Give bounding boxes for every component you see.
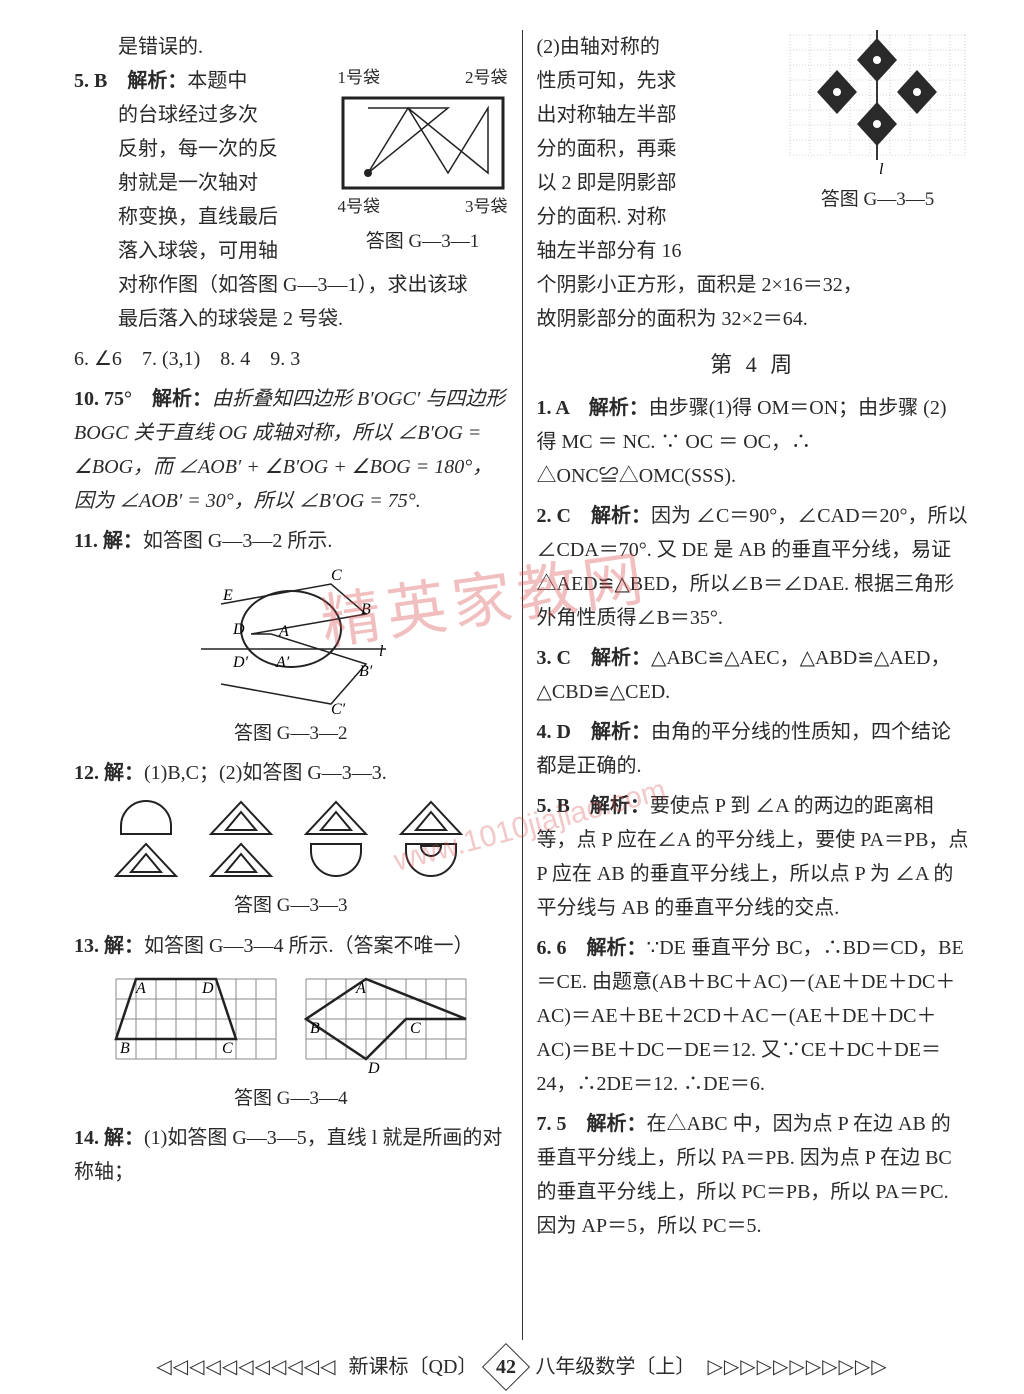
q6-9-row: 6. ∠6 7. (3,1) 8. 4 9. 3 (74, 342, 508, 376)
svg-text:C: C (410, 1020, 421, 1037)
footer-label-left: 新课标〔QD〕 (349, 1350, 478, 1384)
svg-text:B: B (361, 601, 371, 618)
svg-text:B′: B′ (359, 663, 373, 680)
fig-g-3-4: A D B C A B C D (74, 969, 508, 1115)
q11-text: 如答图 G—3—2 所示. (143, 530, 332, 552)
fig-g-3-5: l 答图 G—3—5 (785, 30, 970, 216)
q12-text: (1)B,C；(2)如答图 G—3—3. (144, 762, 387, 784)
ri-af0: 个阴影小正方形，面积是 2×16＝32， (537, 268, 971, 302)
q5-lead: 5. B 解析： (74, 70, 187, 92)
svg-text:A: A (135, 980, 146, 997)
q12: 12. 解：(1)B,C；(2)如答图 G—3—3. (74, 756, 508, 922)
r-q4-lead: 4. D 解析： (537, 721, 651, 743)
svg-text:B: B (120, 1040, 130, 1057)
q11-lead: 11. 解： (74, 530, 143, 552)
page-number: 42 (496, 1350, 516, 1384)
billiard-svg (338, 93, 508, 193)
r-q6-text: ∵DE 垂直平分 BC，∴BD＝CD，BE＝CE. 由题意(AB＋BC＋AC)－… (537, 937, 964, 1095)
r-q7-lead: 7. 5 解析： (537, 1113, 647, 1135)
q12-lead: 12. 解： (74, 762, 144, 784)
r-q3-lead: 3. C 解析： (537, 647, 651, 669)
q5-af0: 对称作图（如答图 G—3—1），求出该球 (74, 268, 508, 302)
q13-text: 如答图 G—3—4 所示.（答案不唯一） (144, 935, 473, 957)
svg-text:C: C (222, 1040, 233, 1057)
label-br: 3号袋 (465, 193, 508, 222)
q13: 13. 解：如答图 G—3—4 所示.（答案不唯一） A D B C (74, 929, 508, 1115)
svg-text:E: E (222, 587, 233, 604)
label-bl: 4号袋 (338, 193, 381, 222)
svg-text:B: B (310, 1020, 320, 1037)
q10-lead: 10. 75° 解析： (74, 388, 212, 410)
fig-g-3-2: E C B D A l D′ A′ B′ C′ 答图 G—3—2 (74, 564, 508, 750)
ri-l6: 轴左半部分有 16 (537, 234, 971, 268)
fig-g-3-3: 答图 G—3—3 (74, 796, 508, 922)
svg-text:A: A (278, 623, 289, 640)
q5: 1号袋 2号袋 4号袋 3号袋 答图 G—3—1 5. B 解析：本题中 的台球… (74, 64, 508, 336)
q7: 7. (3,1) (142, 342, 200, 376)
q13-lead: 13. 解： (74, 935, 144, 957)
label-tr: 2号袋 (465, 64, 508, 93)
left-column: 是错误的. 1号袋 2号袋 4号袋 3号袋 答图 G—3—1 (60, 30, 523, 1340)
r-q2-lead: 2. C 解析： (537, 505, 651, 527)
r-q1: 1. A 解析：由步骤(1)得 OM＝ON；由步骤 (2) 得 MC ＝ NC.… (537, 391, 971, 493)
caption-g-3-3: 答图 G—3—3 (234, 890, 347, 922)
q10: 10. 75° 解析：由折叠知四边形 B′OGC′ 与四边形 BOGC 关于直线… (74, 382, 508, 518)
footer-label-right: 八年级数学〔上〕 (535, 1350, 695, 1384)
q5-l0: 本题中 (187, 70, 247, 92)
page-number-box: 42 (482, 1343, 530, 1391)
caption-g-3-2: 答图 G—3—2 (234, 718, 347, 750)
caption-g-3-1: 答图 G—3—1 (338, 226, 508, 258)
section-title: 第 4 周 (537, 346, 971, 383)
fig-g-3-1: 1号袋 2号袋 4号袋 3号袋 答图 G—3—1 (338, 64, 508, 258)
r-q6-lead: 6. 6 解析： (537, 937, 647, 959)
r-q1-lead: 1. A 解析： (537, 397, 649, 419)
q14: 14. 解：(1)如答图 G—3—5，直线 l 就是所画的对称轴； (74, 1121, 508, 1189)
q6: 6. ∠6 (74, 342, 122, 376)
svg-text:D′: D′ (232, 654, 249, 671)
svg-text:A: A (355, 980, 366, 997)
footer-left-arrows: ◁◁◁◁◁◁◁◁◁◁◁ (156, 1350, 336, 1384)
r-q2: 2. C 解析：因为 ∠C＝90°，∠CAD＝20°，所以 ∠CDA＝70°. … (537, 499, 971, 635)
svg-text:D: D (201, 980, 214, 997)
svg-text:A′: A′ (275, 654, 290, 671)
q8: 8. 4 (220, 342, 250, 376)
svg-text:D: D (367, 1060, 380, 1077)
footer-right-arrows: ▷▷▷▷▷▷▷▷▷▷▷ (707, 1350, 887, 1384)
caption-g-3-4: 答图 G—3—4 (234, 1083, 347, 1115)
svg-text:l: l (879, 161, 884, 178)
label-tl: 1号袋 (338, 64, 381, 93)
caption-g-3-5: 答图 G—3—5 (785, 184, 970, 216)
right-column: l 答图 G—3—5 (2)由轴对称的 性质可知，先求 出对称轴左半部 分的面积… (523, 30, 985, 1340)
r-intro: l 答图 G—3—5 (2)由轴对称的 性质可知，先求 出对称轴左半部 分的面积… (537, 30, 971, 336)
svg-text:C′: C′ (331, 701, 346, 714)
r-q5-lead: 5. B 解析： (537, 795, 650, 817)
page-footer: ◁◁◁◁◁◁◁◁◁◁◁ 新课标〔QD〕 42 八年级数学〔上〕 ▷▷▷▷▷▷▷▷… (60, 1350, 984, 1384)
q5-af1: 最后落入的球袋是 2 号袋. (74, 302, 508, 336)
q11: 11. 解：如答图 G—3—2 所示. E C B D A l D′ A′ B′… (74, 524, 508, 750)
r-q3: 3. C 解析：△ABC≌△AEC，△ABD≌△AED，△CBD≌△CED. (537, 641, 971, 709)
r-q5: 5. B 解析：要使点 P 到 ∠A 的两边的距离相等，点 P 应在∠A 的平分… (537, 789, 971, 925)
r-q4: 4. D 解析：由角的平分线的性质知，四个结论都是正确的. (537, 715, 971, 783)
q9: 9. 3 (270, 342, 300, 376)
svg-text:l: l (379, 643, 384, 660)
svg-text:D: D (232, 621, 245, 638)
svg-text:C: C (331, 567, 342, 584)
pre-text: 是错误的. (74, 30, 508, 64)
r-q6: 6. 6 解析：∵DE 垂直平分 BC，∴BD＝CD，BE＝CE. 由题意(AB… (537, 931, 971, 1101)
q14-lead: 14. 解： (74, 1127, 144, 1149)
r-q7: 7. 5 解析：在△ABC 中，因为点 P 在边 AB 的垂直平分线上，所以 P… (537, 1107, 971, 1243)
ri-af1: 故阴影部分的面积为 32×2＝64. (537, 302, 971, 336)
